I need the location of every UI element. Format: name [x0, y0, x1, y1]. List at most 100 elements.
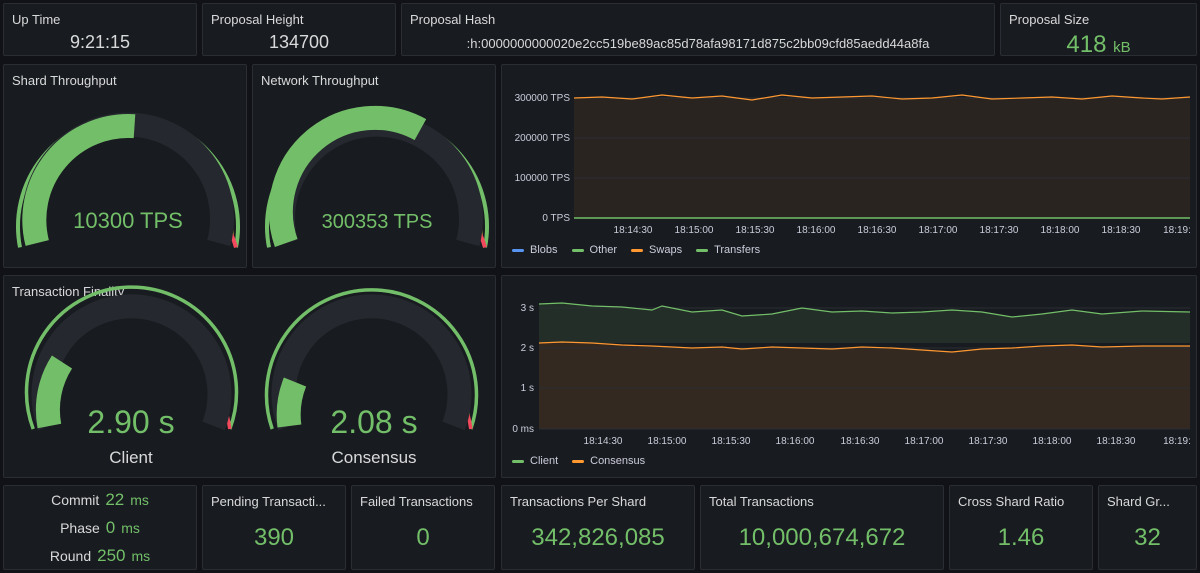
y-tick: 0 ms: [512, 424, 534, 435]
consensus-gauge: 2.08 s Consensus: [264, 288, 479, 467]
y-tick: 2 s: [521, 343, 534, 354]
proposal-hash-value: :h:0000000000020e2cc519be89ac85d78afa981…: [466, 36, 930, 51]
consensus-label: Consensus: [331, 448, 416, 467]
legend-item-client[interactable]: Client: [512, 455, 558, 467]
gauge-threshold-ring: [24, 285, 239, 430]
gauge-fill: [35, 355, 73, 429]
failed-value: 0: [416, 524, 430, 551]
y-tick: 1 s: [521, 383, 534, 394]
uptime-value: 9:21:15: [69, 32, 131, 52]
pending-value: 390: [253, 524, 295, 551]
panel-title: Transactions Per Shard: [510, 494, 647, 509]
x-tick: 18:16:00: [797, 225, 836, 236]
round-unit: ms: [131, 548, 151, 564]
x-tick: 18:15:30: [736, 225, 775, 236]
phase-value: 0: [105, 518, 116, 537]
proposal-size-number: 418: [1066, 31, 1107, 58]
gauge-track: [271, 294, 472, 431]
consensus-area: [539, 342, 1190, 429]
panel-title: Proposal Hash: [410, 12, 496, 27]
client-line: [538, 302, 1191, 318]
shard-groups-value: 32: [1134, 524, 1161, 551]
round-row: Round 250 ms: [4, 546, 196, 566]
legend-swatch: [512, 248, 524, 252]
failed-transactions-panel: Failed Transactions 0: [351, 485, 495, 570]
uptime-panel: Up Time 9:21:15: [3, 3, 197, 56]
pending-transactions-panel: Pending Transacti... 390: [202, 485, 346, 570]
gauge-fill: [276, 377, 307, 428]
grid-lines: [539, 307, 1190, 430]
tps-legend: Blobs Other Swaps Transfers: [512, 244, 760, 256]
x-tick: 18:18:30: [1097, 436, 1136, 447]
x-tick: 18:18:00: [1041, 225, 1080, 236]
finality-legend: Client Consensus: [512, 455, 645, 467]
tps-chart: 300000 TPS 200000 TPS 100000 TPS 0 TPS 1…: [515, 93, 1191, 236]
panel-title: Pending Transacti...: [211, 494, 326, 509]
legend-label: Other: [589, 244, 618, 256]
swaps-line: [573, 94, 1191, 101]
finality-timeseries-panel: 3 s 2 s 1 s 0 ms 18:14:30 18:15:00 18:15…: [501, 275, 1197, 478]
x-tick: 18:17:30: [969, 436, 1008, 447]
legend-label: Blobs: [530, 244, 558, 256]
network-throughput-gauge: 300353 TPS: [265, 105, 489, 248]
legend-item-swaps[interactable]: Swaps: [631, 244, 682, 256]
x-tick: 18:16:00: [776, 436, 815, 447]
legend-label: Consensus: [590, 455, 646, 467]
legend-swatch: [571, 248, 584, 252]
legend-swatch: [696, 248, 709, 252]
per-shard-value: 342,826,085: [531, 524, 665, 551]
legend-swatch: [512, 459, 524, 463]
legend-item-other[interactable]: Other: [571, 244, 618, 256]
consensus-finality-value: 2.08 s: [330, 404, 417, 440]
finality-chart: 3 s 2 s 1 s 0 ms 18:14:30 18:15:00 18:15…: [512, 302, 1191, 447]
client-finality-value: 2.90 s: [87, 404, 174, 440]
x-tick: 18:19:: [1163, 225, 1191, 236]
x-tick: 18:15:30: [712, 436, 751, 447]
round-value: 250: [97, 546, 126, 565]
legend-item-blobs[interactable]: Blobs: [512, 244, 558, 256]
x-tick: 18:18:30: [1102, 225, 1141, 236]
cross-ratio-value: 1.46: [997, 524, 1045, 551]
panel-title: Proposal Size: [1009, 12, 1090, 27]
legend-item-consensus[interactable]: Consensus: [572, 455, 645, 467]
client-area: [539, 303, 1190, 343]
phase-unit: ms: [121, 520, 140, 536]
x-axis-ticks: 18:14:30 18:15:00 18:15:30 18:16:00 18:1…: [584, 436, 1191, 447]
tps-timeseries-panel: 300000 TPS 200000 TPS 100000 TPS 0 TPS 1…: [501, 64, 1197, 268]
x-tick: 18:18:00: [1033, 436, 1072, 447]
x-tick: 18:17:30: [980, 225, 1019, 236]
shard-groups-panel: Shard Gr... 32: [1098, 485, 1197, 570]
proposal-height-panel: Proposal Height 134700: [202, 3, 396, 56]
proposal-size-value: 418 kB: [1001, 31, 1196, 59]
x-tick: 18:16:30: [858, 225, 897, 236]
gauge-fill: [22, 114, 136, 246]
transactions-per-shard-panel: Transactions Per Shard 342,826,085: [501, 485, 695, 570]
x-tick: 18:19:: [1163, 436, 1191, 447]
gauge-threshold-ring: [264, 288, 479, 430]
consensus-line: [538, 341, 1190, 353]
x-tick: 18:15:00: [675, 225, 714, 236]
shard-throughput-gauge: 10300 TPS: [16, 112, 240, 248]
x-tick: 18:17:00: [905, 436, 944, 447]
x-tick: 18:17:00: [919, 225, 958, 236]
proposal-height-value: 134700: [268, 32, 330, 52]
commit-value: 22: [105, 490, 125, 509]
commit-row: Commit 22 ms: [4, 490, 196, 510]
total-value: 10,000,674,672: [738, 524, 906, 551]
y-axis-ticks: 3 s 2 s 1 s 0 ms: [512, 303, 534, 435]
network-throughput-panel: Network Throughput 300353 TPS: [252, 64, 496, 268]
network-throughput-value: 300353 TPS: [322, 211, 433, 233]
proposal-size-unit: kB: [1113, 39, 1131, 56]
proposal-hash-panel: Proposal Hash :h:0000000000020e2cc519be8…: [401, 3, 995, 56]
phase-row: Phase 0 ms: [4, 518, 196, 538]
commit-unit: ms: [130, 492, 149, 508]
total-transactions-panel: Total Transactions 10,000,674,672: [700, 485, 944, 570]
panel-title: Proposal Height: [211, 12, 304, 27]
client-label: Client: [109, 448, 153, 467]
x-tick: 18:15:00: [648, 436, 687, 447]
swaps-area: [574, 98, 1190, 218]
y-tick: 100000 TPS: [515, 173, 571, 184]
round-label: Round: [49, 548, 92, 564]
transaction-finality-panel: Transaction Finality 2.90 s Client 2.08 …: [3, 275, 496, 478]
legend-item-transfers[interactable]: Transfers: [696, 244, 760, 256]
